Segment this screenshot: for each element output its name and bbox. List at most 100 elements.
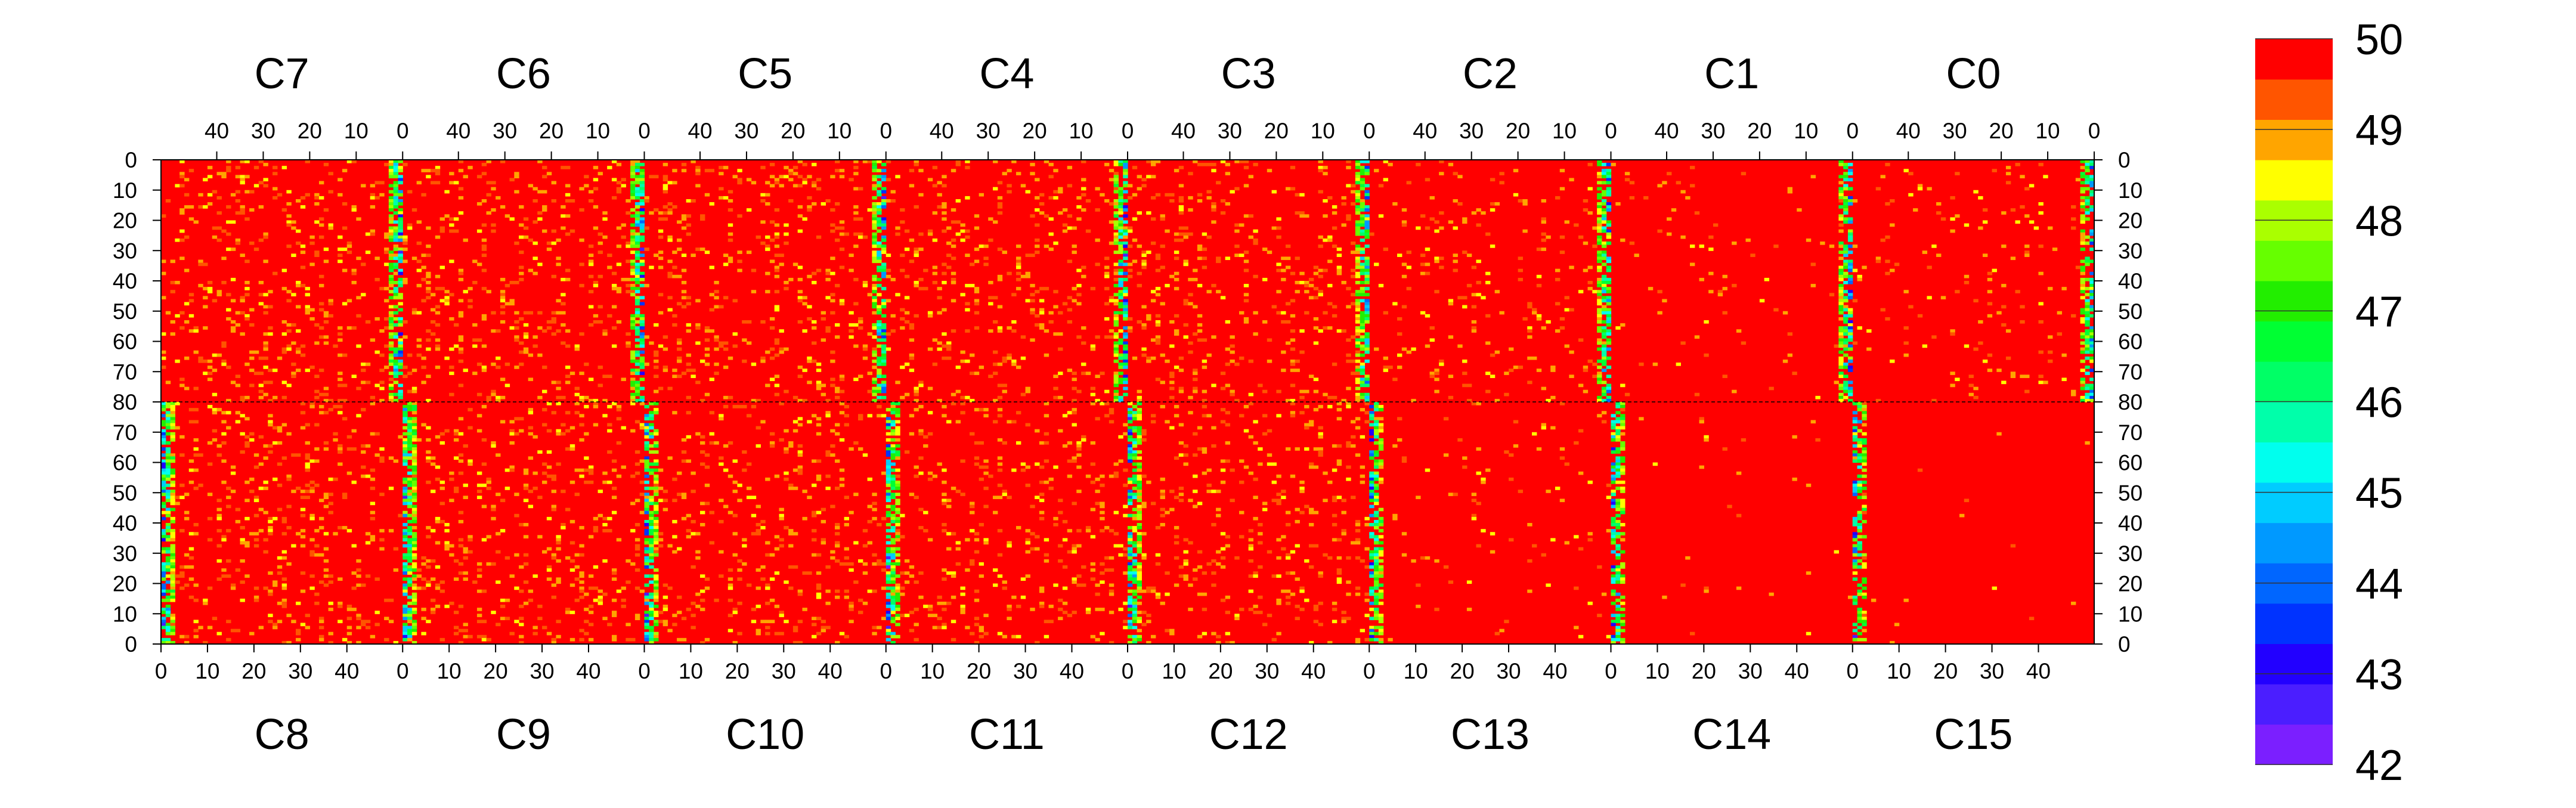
heatmap-cell (644, 559, 649, 563)
heatmap-cell (532, 435, 538, 439)
heatmap-cell (597, 383, 603, 388)
heatmap-cell (1847, 296, 1853, 300)
heatmap-cell (1067, 308, 1073, 312)
heatmap-cell (398, 214, 403, 218)
heatmap-cell (361, 363, 366, 366)
heatmap-cell (1360, 217, 1366, 221)
heatmap-cell (458, 268, 464, 273)
heatmap-cell (672, 550, 677, 554)
heatmap-cell (2080, 380, 2086, 385)
heatmap-cell (1550, 366, 1556, 372)
heatmap-cell (1015, 287, 1021, 290)
heatmap-cell (193, 532, 199, 535)
heatmap-cell (1708, 271, 1714, 275)
heatmap-cell (639, 350, 645, 354)
heatmap-cell (1509, 369, 1514, 372)
heatmap-cell (654, 408, 659, 411)
heatmap-cell (639, 372, 645, 375)
heatmap-cell (1578, 290, 1584, 293)
heatmap-cell (1169, 395, 1175, 400)
heatmap-cell (774, 274, 780, 278)
heatmap-cell (314, 447, 320, 451)
heatmap-cell (835, 335, 840, 339)
heatmap-cell (426, 559, 431, 563)
heatmap-cell (732, 513, 738, 518)
heatmap-cell (2080, 359, 2086, 363)
heatmap-cell (1360, 335, 1366, 339)
heatmap-cell (611, 598, 617, 602)
heatmap-cell (528, 589, 534, 593)
heatmap-cell (1081, 341, 1086, 345)
heatmap-cell (333, 438, 338, 442)
heatmap-cell (2085, 386, 2090, 391)
heatmap-cell (1847, 259, 1853, 264)
heatmap-cell (388, 202, 394, 206)
heatmap-cell (235, 211, 241, 215)
heatmap-cell (411, 471, 417, 475)
heatmap-cell (1193, 305, 1198, 309)
heatmap-cell (1597, 377, 1602, 382)
heatmap-cell (1225, 172, 1231, 175)
heatmap-cell (1355, 377, 1361, 385)
heatmap-cell (1843, 389, 1849, 394)
heatmap-cell (1982, 253, 1988, 257)
heatmap-cell (1885, 271, 1890, 275)
heatmap-cell (1903, 341, 1909, 345)
heatmap-cell (769, 163, 775, 166)
heatmap-cell (249, 432, 255, 436)
heatmap-cell (1606, 172, 1612, 175)
heatmap-cell (481, 438, 487, 442)
heatmap-cell (323, 335, 329, 339)
heatmap-cell (1838, 302, 1844, 306)
heatmap-cell (309, 574, 315, 578)
heatmap-cell (463, 175, 468, 179)
heatmap-cell (644, 634, 649, 639)
heatmap-cell (872, 274, 877, 278)
heatmap-cell (453, 432, 459, 436)
heatmap-cell (1559, 326, 1565, 330)
heatmap-cell (621, 426, 626, 430)
heatmap-cell (658, 229, 664, 233)
heatmap-cell (556, 395, 561, 400)
heatmap-cell (1494, 290, 1500, 293)
heatmap-cell (449, 181, 454, 185)
heatmap-cell (519, 223, 524, 227)
heatmap-cell (1583, 208, 1589, 212)
heatmap-cell (634, 242, 640, 245)
heatmap-cell (193, 620, 199, 624)
heatmap-cell (634, 372, 640, 375)
heatmap-cell (588, 637, 594, 642)
heatmap-cell (1355, 181, 1361, 185)
heatmap-cell (221, 359, 227, 363)
heatmap-cell (602, 414, 608, 417)
heatmap-cell (654, 611, 659, 617)
heatmap-cell (1113, 398, 1119, 403)
heatmap-cell (1973, 299, 1979, 303)
heatmap-cell (1118, 232, 1123, 236)
heatmap-cell (346, 529, 352, 533)
heatmap-cell (1113, 335, 1119, 339)
heatmap-cell (528, 411, 534, 414)
heatmap-cell (1476, 208, 1481, 212)
heatmap-cell (1067, 259, 1073, 264)
heatmap-cell (709, 510, 714, 515)
heatmap-cell (877, 305, 882, 309)
heatmap-cell (235, 383, 241, 388)
heatmap-cell (983, 244, 989, 248)
heatmap-cell (1327, 284, 1333, 287)
heatmap-cell (1323, 238, 1328, 242)
heatmap-cell (170, 626, 175, 630)
heatmap-cell (634, 363, 640, 366)
heatmap-cell (714, 441, 719, 445)
heatmap-cell (463, 634, 468, 639)
heatmap-cell (509, 465, 515, 469)
heatmap-cell (374, 577, 380, 581)
heatmap-cell (551, 595, 557, 599)
heatmap-cell (626, 559, 631, 563)
heatmap-cell (439, 432, 445, 436)
heatmap-cell (528, 504, 534, 509)
heatmap-cell (537, 190, 543, 194)
heatmap-cell (662, 366, 668, 369)
heatmap-cell (1072, 299, 1077, 303)
heatmap-cell (374, 181, 380, 185)
